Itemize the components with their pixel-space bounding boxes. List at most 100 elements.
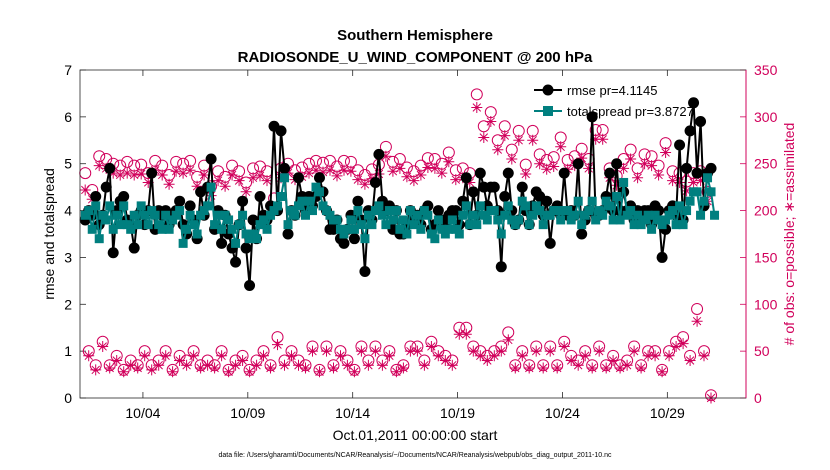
obs-assimilated-point xyxy=(345,165,357,177)
totalspread-point xyxy=(409,220,419,230)
obs-assimilated-point xyxy=(572,359,584,371)
totalspread-point xyxy=(213,210,223,220)
x-tick-label: 10/24 xyxy=(545,405,580,421)
obs-assimilated-point xyxy=(230,359,242,371)
totalspread-point xyxy=(514,215,524,225)
totalspread-point xyxy=(465,220,475,230)
obs-assimilated-point xyxy=(160,350,172,362)
totalspread-point xyxy=(699,196,709,206)
rmse-point xyxy=(359,265,371,277)
totalspread-point xyxy=(300,210,310,220)
totalspread-point xyxy=(217,224,227,234)
obs-assimilated-point xyxy=(681,185,693,197)
totalspread-point xyxy=(706,187,716,197)
totalspread-point xyxy=(517,196,527,206)
obs-assimilated-point xyxy=(293,359,304,371)
totalspread-point xyxy=(678,220,688,230)
totalspread-point xyxy=(119,201,129,211)
obs-possible-point xyxy=(121,155,134,168)
rmse-point xyxy=(348,233,360,245)
rmse-point xyxy=(230,256,242,268)
totalspread-point xyxy=(122,220,132,230)
obs-possible-point xyxy=(477,120,490,133)
totalspread-point xyxy=(482,215,492,225)
obs-assimilated-point xyxy=(576,152,588,164)
totalspread-point xyxy=(629,220,639,230)
totalspread-point xyxy=(335,224,345,234)
right-y-tick-label: 200 xyxy=(754,203,778,219)
right-y-tick-label: 50 xyxy=(754,343,770,359)
obs-assimilated-point xyxy=(422,162,434,173)
obs-assimilated-point xyxy=(188,350,200,362)
obs-assimilated-point xyxy=(565,355,577,366)
totalspread-point xyxy=(175,206,185,216)
right-y-tick-label: 100 xyxy=(754,296,778,312)
right-y-tick-label: 250 xyxy=(754,156,778,172)
totalspread-point xyxy=(143,220,153,230)
legend-spread-marker xyxy=(543,106,553,116)
obs-assimilated-point xyxy=(688,177,700,188)
totalspread-point xyxy=(171,210,181,220)
obs-assimilated-point xyxy=(411,345,423,357)
obs-assimilated-point xyxy=(418,359,430,371)
totalspread-point xyxy=(94,234,104,244)
obs-assimilated-point xyxy=(635,362,647,374)
obs-assimilated-point xyxy=(593,345,605,357)
obs-assimilated-point xyxy=(380,150,392,162)
totalspread-point xyxy=(342,224,352,234)
totalspread-point xyxy=(196,210,206,220)
rmse-point xyxy=(313,172,325,184)
rmse-point xyxy=(502,167,514,179)
totalspread-point xyxy=(444,224,454,234)
obs-assimilated-point xyxy=(660,147,672,158)
rmse-point xyxy=(282,228,294,240)
rmse-point xyxy=(499,191,511,203)
obs-assimilated-point xyxy=(121,167,133,179)
obs-assimilated-point xyxy=(646,160,658,172)
obs-assimilated-point xyxy=(83,350,95,362)
rmse-point xyxy=(338,237,350,249)
obs-assimilated-point xyxy=(335,350,346,362)
totalspread-point xyxy=(643,210,653,220)
rmse-point xyxy=(240,242,252,254)
totalspread-point xyxy=(129,210,139,220)
totalspread-point xyxy=(510,220,520,230)
rmse-point xyxy=(688,97,700,109)
totalspread-point xyxy=(126,224,136,234)
totalspread-point xyxy=(363,210,373,220)
totalspread-point xyxy=(367,220,377,230)
totalspread-point xyxy=(391,206,401,216)
obs-assimilated-point xyxy=(300,362,311,374)
obs-assimilated-point xyxy=(663,350,675,362)
obs-assimilated-point xyxy=(397,362,409,374)
totalspread-point xyxy=(294,201,304,211)
obs-assimilated-point xyxy=(328,362,339,374)
totalspread-point xyxy=(262,224,272,234)
rmse-point xyxy=(244,280,256,292)
obs-assimilated-point xyxy=(237,355,249,366)
obs-assimilated-point xyxy=(387,165,399,177)
obs-assimilated-point xyxy=(390,366,402,378)
obs-assimilated-point xyxy=(341,359,353,371)
rmse-point xyxy=(369,176,381,188)
totalspread-point xyxy=(545,210,555,220)
totalspread-point xyxy=(115,220,125,230)
obs-assimilated-point xyxy=(642,350,654,362)
totalspread-point xyxy=(577,220,587,230)
obs-assimilated-point xyxy=(677,338,689,350)
obs-assimilated-point xyxy=(369,345,381,357)
totalspread-point xyxy=(531,201,541,211)
obs-assimilated-point xyxy=(279,359,290,371)
totalspread-point xyxy=(416,224,426,234)
totalspread-point xyxy=(598,210,608,220)
totalspread-point xyxy=(647,224,657,234)
totalspread-point xyxy=(255,220,265,230)
obs-assimilated-point xyxy=(558,341,570,352)
obs-assimilated-point xyxy=(607,355,619,366)
obs-assimilated-point xyxy=(352,174,364,186)
obs-assimilated-point xyxy=(429,162,441,174)
totalspread-point xyxy=(521,201,531,211)
totalspread-point xyxy=(161,210,171,220)
obs-assimilated-point xyxy=(695,175,707,187)
totalspread-point xyxy=(622,210,632,220)
